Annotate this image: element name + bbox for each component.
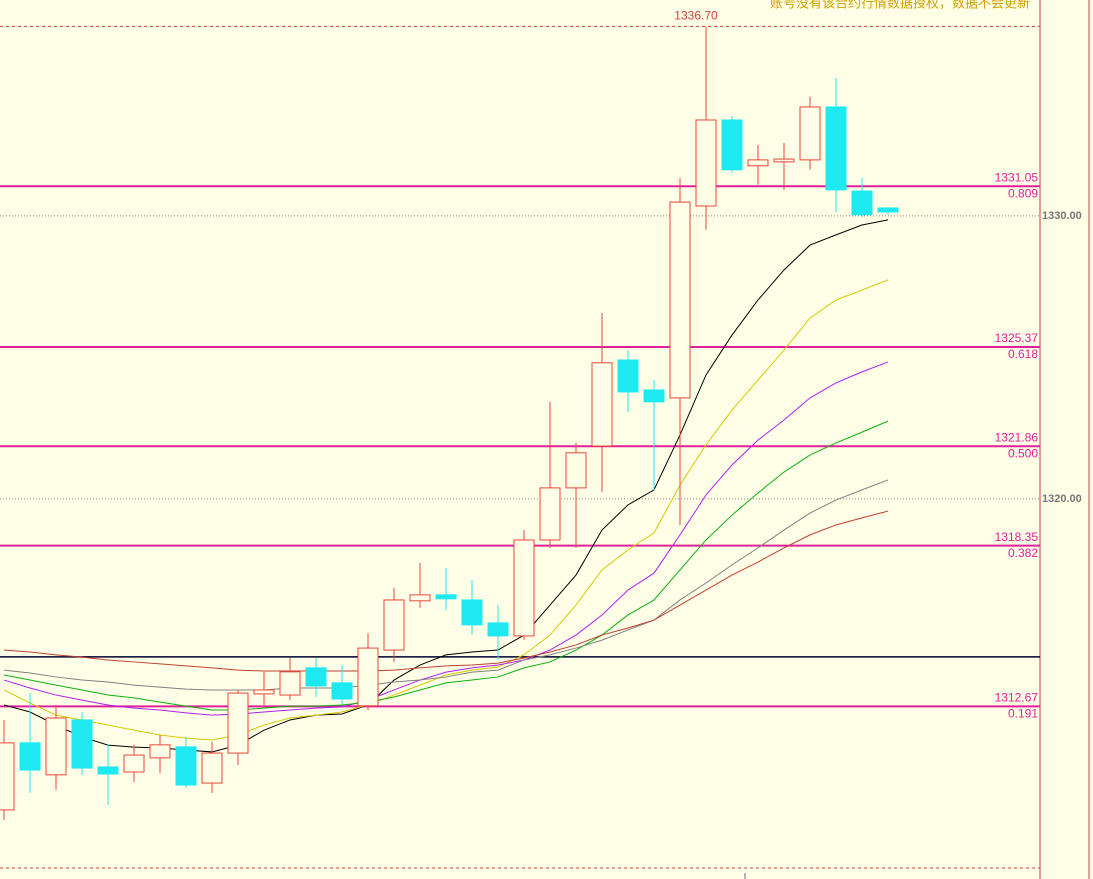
fib-price-label: 1312.67 [995, 691, 1039, 705]
moving-average-line [3, 479, 889, 691]
y-tick-label: 1330.00 [1042, 210, 1082, 222]
candle-body [721, 119, 743, 171]
fib-price-label: 1325.37 [995, 331, 1039, 345]
candle-body [877, 207, 899, 213]
candle-body [747, 159, 769, 167]
candle-body [357, 647, 379, 707]
candle-body [487, 622, 509, 637]
candle-body [71, 719, 93, 769]
candle-body [123, 754, 145, 773]
fib-ratio-label: 0.500 [1008, 446, 1038, 460]
candle-body [513, 539, 535, 637]
candle-body [539, 487, 561, 541]
candle-body [591, 362, 613, 447]
candle-body [669, 201, 691, 399]
fib-price-label: 1331.05 [995, 170, 1039, 184]
candle-body [305, 667, 327, 687]
candle-body [383, 599, 405, 651]
y-tick-label: 1320.00 [1042, 493, 1082, 505]
moving-average-line [3, 420, 889, 711]
fib-ratio-label: 0.191 [1008, 707, 1038, 721]
candle-body [201, 752, 223, 784]
fib-price-label: 1318.35 [995, 530, 1039, 544]
candle-body [643, 389, 665, 403]
fib-ratio-label: 0.809 [1008, 186, 1038, 200]
candle-body [799, 106, 821, 161]
moving-average-line [3, 361, 889, 716]
fib-ratio-label: 0.618 [1008, 347, 1038, 361]
fib-ratio-label: 0.382 [1008, 546, 1038, 560]
notice: 账号没有该合约行情数据授权，数据不会更新 [770, 0, 1030, 10]
candle-body [461, 599, 483, 626]
candle-body [773, 158, 795, 163]
candle-body [409, 594, 431, 602]
candle-body [435, 594, 457, 600]
candle-body [617, 359, 639, 393]
moving-average-line [3, 510, 889, 672]
candle-body [253, 689, 275, 695]
candle-body [227, 692, 249, 754]
candle-body [45, 717, 67, 776]
candle-body [331, 682, 353, 700]
candle-body [565, 452, 587, 489]
candle-body [279, 671, 301, 696]
candle-body [825, 106, 847, 191]
candle-body [851, 190, 873, 216]
candle-body [0, 742, 15, 811]
candle-body [695, 119, 717, 207]
high-label: 1336.70 [674, 8, 718, 22]
candle-body [175, 746, 197, 786]
candle-body [149, 744, 171, 759]
candle-body [19, 742, 41, 771]
moving-average-line [3, 279, 889, 741]
candle-body [97, 766, 119, 775]
fib-price-label: 1321.86 [995, 430, 1039, 444]
